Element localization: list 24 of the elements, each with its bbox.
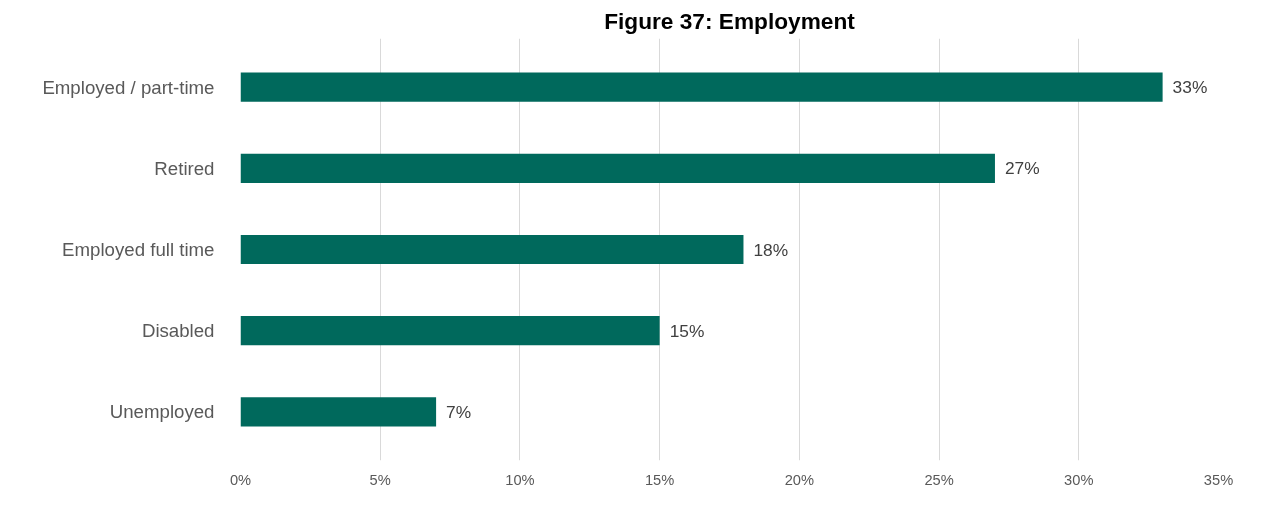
x-tick-label: 30% [1064,471,1094,488]
y-tick-label: Unemployed [109,401,215,423]
x-tick-label: 35% [1203,471,1234,488]
data-label: 15% [669,320,705,341]
chart-title: Figure 37: Employment [604,7,856,34]
data-label: 18% [753,239,789,260]
data-label: 33% [1172,77,1208,98]
x-tick-label: 25% [924,471,954,488]
data-label: 27% [1004,158,1040,179]
bar [240,72,1163,102]
bar [240,153,995,183]
y-tick-label: Disabled [141,320,215,342]
bar [240,397,437,427]
bar [240,316,660,346]
x-tick-label: 0% [229,471,252,488]
x-tick-label: 10% [505,471,535,488]
x-tick-label: 15% [644,471,675,488]
x-tick-label: 20% [784,471,815,488]
data-label: 7% [446,401,472,422]
bar [240,234,744,265]
y-tick-label: Employed / part-time [42,76,215,98]
x-tick-label: 5% [369,471,391,488]
y-tick-label: Employed full time [62,239,215,260]
y-tick-label: Retired [154,157,215,179]
